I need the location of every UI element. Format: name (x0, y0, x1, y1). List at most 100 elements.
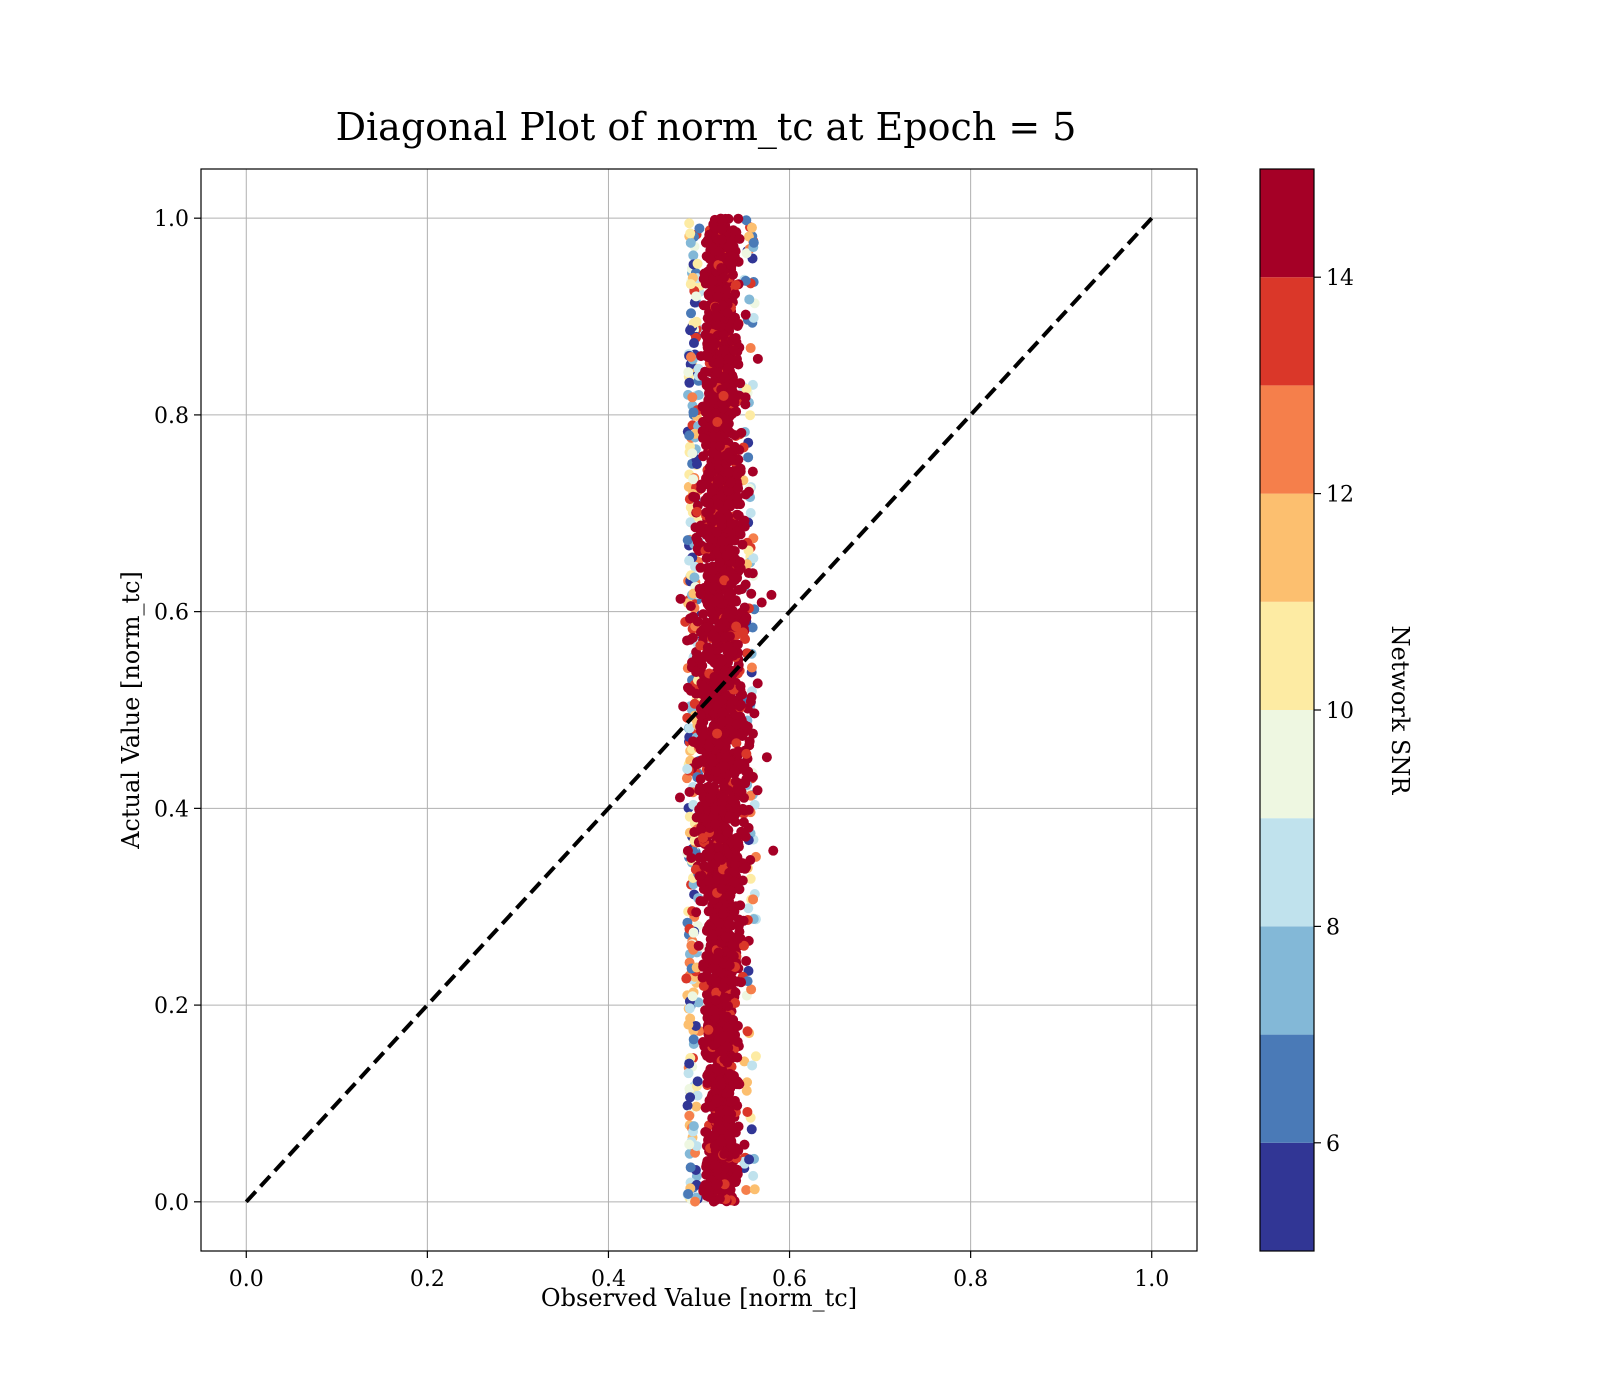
colorbar-tick-label: 6 (1326, 1132, 1340, 1157)
scatter-point (717, 716, 728, 727)
scatter-point (737, 539, 748, 550)
scatter-point (740, 309, 751, 320)
scatter-point (681, 773, 692, 784)
scatter-point (714, 1193, 725, 1204)
x-axis-label: Observed Value [norm_tc] (541, 1284, 857, 1312)
scatter-point (745, 855, 756, 866)
scatter-point (688, 737, 699, 748)
scatter-point (713, 852, 724, 863)
scatter-point (723, 485, 734, 496)
scatter-point (752, 678, 763, 689)
scatter-point (715, 1136, 726, 1147)
scatter-point (748, 237, 759, 248)
scatter-point (747, 728, 758, 739)
scatter-point (738, 940, 749, 951)
scatter-point (727, 794, 738, 805)
scatter-point (711, 527, 722, 538)
scatter-point (735, 690, 746, 701)
scatter-point (752, 785, 763, 796)
scatter-point (735, 900, 746, 911)
scatter-point (732, 1036, 743, 1047)
scatter-point (687, 991, 698, 1002)
colorbar-segment (1260, 818, 1314, 927)
scatter-point (721, 550, 732, 561)
scatter-point (709, 1005, 720, 1016)
scatter-point (743, 452, 754, 463)
scatter-point (730, 851, 741, 862)
scatter-point (696, 527, 707, 538)
scatter-point (733, 319, 744, 330)
scatter-point (740, 579, 751, 590)
scatter-point (685, 352, 696, 363)
scatter-point (708, 581, 719, 592)
scatter-point (738, 627, 749, 638)
colorbar-tick-label: 10 (1326, 699, 1354, 724)
scatter-point (745, 696, 756, 707)
x-tick-label: 0.0 (229, 1267, 264, 1292)
scatter-point (746, 662, 757, 673)
scatter-point (726, 1096, 737, 1107)
scatter-point (735, 711, 746, 722)
scatter-outlier-point (752, 353, 763, 364)
scatter-point (712, 367, 723, 378)
scatter-point (703, 411, 714, 422)
scatter-point (711, 319, 722, 330)
scatter-point (724, 811, 735, 822)
colorbar-segment (1260, 601, 1314, 710)
scatter-point (733, 213, 744, 224)
scatter-point (730, 332, 741, 343)
scatter-point (725, 477, 736, 488)
scatter-point (686, 940, 697, 951)
scatter-point (718, 982, 729, 993)
scatter-point (692, 616, 703, 627)
scatter-point (703, 1024, 714, 1035)
scatter-point (685, 237, 696, 248)
scatter-point (704, 253, 715, 264)
colorbar-tick-label: 12 (1326, 483, 1354, 508)
scatter-point (744, 294, 755, 305)
scatter-point (717, 656, 728, 667)
colorbar-segment (1260, 493, 1314, 602)
scatter-point (720, 993, 731, 1004)
scatter-point (727, 1122, 738, 1133)
scatter-point (725, 703, 736, 714)
scatter-point (701, 553, 712, 564)
scatter-point (718, 330, 729, 341)
scatter-point (711, 633, 722, 644)
scatter-point (741, 748, 752, 759)
scatter-point (739, 602, 750, 613)
scatter-point (727, 646, 738, 657)
scatter-point (719, 1149, 730, 1160)
scatter-point (736, 786, 747, 797)
scatter-point (691, 759, 702, 770)
scatter-point (687, 392, 698, 403)
scatter-point (685, 228, 696, 239)
scatter-point (697, 660, 708, 671)
scatter-point (721, 422, 732, 433)
scatter-point (747, 1060, 758, 1071)
colorbar-ticks: 6 8 10 12 14 (1314, 266, 1354, 1157)
scatter-point (718, 780, 729, 791)
scatter-point (730, 987, 741, 998)
scatter-point (738, 817, 749, 828)
scatter-point (735, 378, 746, 389)
scatter-point (709, 913, 720, 924)
scatter-point (747, 466, 758, 477)
chart-title: Diagonal Plot of norm_tc at Epoch = 5 (336, 105, 1077, 150)
scatter-point (685, 1162, 696, 1173)
scatter-point (702, 352, 713, 363)
scatter-point (690, 1020, 701, 1031)
scatter-point (731, 738, 742, 749)
scatter-point (731, 621, 742, 632)
scatter-point (740, 489, 751, 500)
scatter-point (695, 562, 706, 573)
scatter-point (698, 980, 709, 991)
scatter-point (732, 1052, 743, 1063)
colorbar-segment (1260, 385, 1314, 494)
colorbar-segment (1260, 277, 1314, 386)
scatter-point (690, 492, 701, 503)
scatter-point (695, 710, 706, 721)
scatter-point (737, 803, 748, 814)
scatter-point (698, 451, 709, 462)
scatter-point (749, 1184, 760, 1195)
